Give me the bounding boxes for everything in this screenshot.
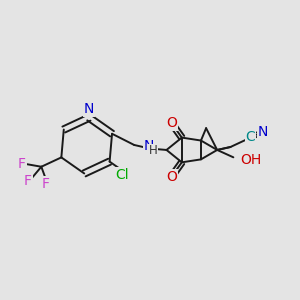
Text: Cl: Cl [115, 167, 129, 182]
Text: N: N [258, 125, 268, 139]
Text: H: H [148, 144, 157, 157]
Text: N: N [84, 102, 94, 116]
Text: C: C [246, 130, 255, 144]
Text: O: O [166, 116, 177, 130]
Text: OH: OH [241, 153, 262, 167]
Text: O: O [166, 170, 177, 184]
Text: N: N [144, 139, 154, 152]
Text: F: F [42, 177, 50, 191]
Text: F: F [24, 174, 32, 188]
Text: F: F [18, 157, 26, 171]
